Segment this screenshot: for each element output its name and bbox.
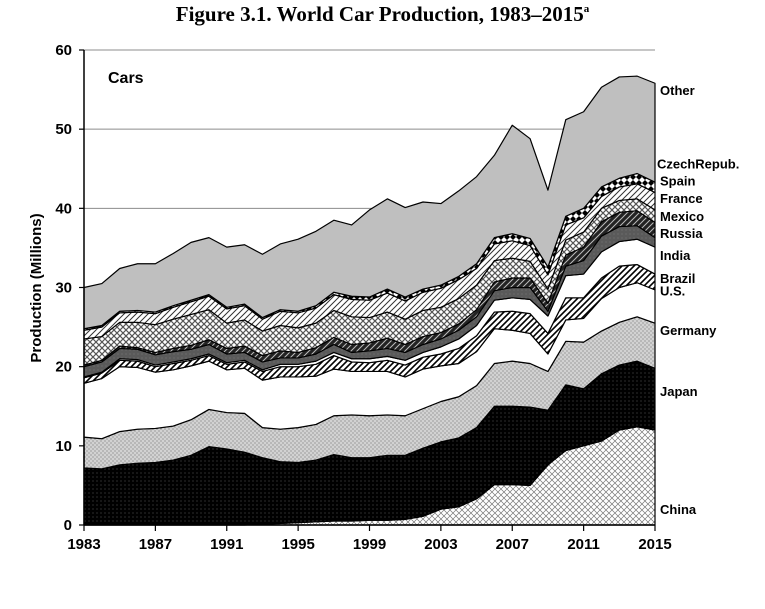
x-tick-label: 1987	[139, 536, 172, 553]
series-label-mexico: Mexico	[660, 209, 704, 224]
area-series	[83, 75, 656, 526]
y-tick-label: 30	[55, 280, 72, 297]
series-label-germany: Germany	[660, 323, 717, 338]
area-other	[83, 75, 656, 330]
series-label-other: Other	[660, 83, 695, 98]
x-tick-label: 2015	[638, 536, 671, 553]
chart-title-superscript: a	[583, 3, 590, 15]
series-label-u-s: U.S.	[660, 284, 685, 299]
series-label-spain: Spain	[660, 174, 695, 189]
series-labels: China Japan Germany U.S.Brazil India Russia Me…	[657, 83, 739, 517]
y-tick-label: 60	[55, 42, 72, 59]
x-tick-label: 1995	[281, 536, 314, 553]
y-tick-label: 20	[55, 359, 72, 376]
series-label-russia: Russia	[660, 226, 703, 241]
series-label-india: India	[660, 248, 691, 263]
series-label-brazil: Brazil	[660, 271, 695, 286]
chart-title-text: Figure 3.1. World Car Production, 1983–2…	[175, 2, 584, 26]
y-tick-label: 10	[55, 438, 72, 455]
panel-label: Cars	[108, 70, 144, 87]
y-tick-label: 0	[64, 517, 72, 534]
x-tick-label: 1999	[353, 536, 386, 553]
x-tick-labels: 1983 1987 1991 1995 1999 2003 2007 2011 2015	[67, 536, 671, 553]
x-tick-label: 2007	[496, 536, 529, 553]
x-tick-label: 2003	[424, 536, 457, 553]
y-tick-label: 40	[55, 200, 72, 217]
x-tick-label: 1983	[67, 536, 100, 553]
y-tick-label: 50	[55, 121, 72, 138]
series-label-china: China	[660, 502, 697, 517]
series-label-japan: Japan	[660, 384, 698, 399]
x-tick-label: 2011	[567, 536, 600, 553]
axes	[79, 49, 656, 531]
chart-title: Figure 3.1. World Car Production, 1983–2…	[0, 2, 765, 27]
series-label-czechrepub: CzechRepub.	[657, 157, 739, 172]
y-tick-labels: 0 10 20 30 40 50 60	[55, 42, 72, 534]
series-label-france: France	[660, 191, 703, 206]
x-tick-label: 1991	[210, 536, 243, 553]
y-axis-label: Production (Millions)	[28, 213, 45, 362]
